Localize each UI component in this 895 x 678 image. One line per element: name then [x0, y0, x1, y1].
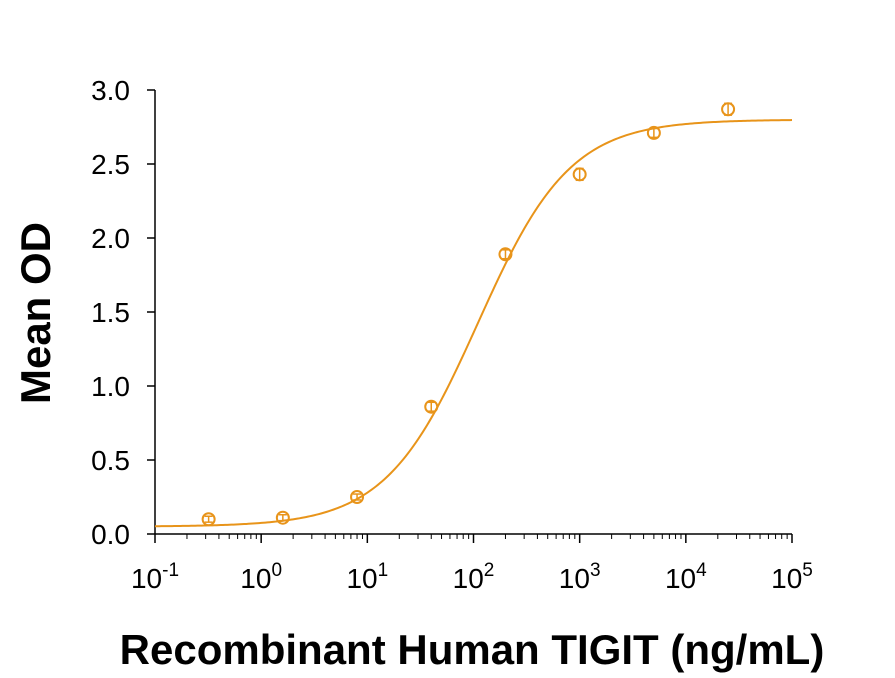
fit-curve — [154, 119, 793, 528]
axes — [154, 90, 792, 535]
y-tick-label: 0.0 — [91, 519, 130, 550]
y-axis-title: Mean OD — [12, 222, 59, 404]
data-point — [572, 167, 587, 182]
x-tick-label: 102 — [453, 560, 495, 594]
y-tick-label: 2.5 — [91, 149, 130, 180]
x-tick-label: 101 — [346, 560, 388, 594]
data-marker — [572, 167, 587, 182]
data-points — [201, 102, 736, 527]
y-tick-label: 2.0 — [91, 223, 130, 254]
x-tick-label: 105 — [771, 560, 813, 594]
data-marker — [498, 247, 513, 262]
y-tick-label: 3.0 — [91, 75, 130, 106]
data-marker — [721, 102, 736, 117]
x-tick-label: 100 — [240, 560, 282, 594]
ticks — [147, 89, 793, 543]
x-tick-label: 103 — [559, 560, 601, 594]
data-point — [350, 490, 365, 504]
data-point — [275, 510, 290, 525]
data-marker — [275, 510, 290, 525]
data-point — [498, 247, 513, 262]
data-marker — [350, 490, 365, 504]
data-point — [646, 125, 661, 140]
y-tick-label: 1.5 — [91, 297, 130, 328]
x-axis-title: Recombinant Human TIGIT (ng/mL) — [120, 626, 825, 673]
y-tick-label: 0.5 — [91, 445, 130, 476]
data-point — [201, 512, 216, 527]
data-marker — [646, 125, 661, 140]
x-tick-label: 10-1 — [131, 560, 179, 594]
data-marker — [201, 512, 216, 527]
y-tick-label: 1.0 — [91, 371, 130, 402]
tick-labels: 0.0 0.5 1.0 1.5 2.0 2.5 3.0 10-1 100 101 102 103 104… — [91, 75, 813, 594]
data-point — [424, 399, 439, 414]
x-tick-label: 104 — [665, 560, 707, 594]
data-point — [721, 102, 736, 117]
data-marker — [424, 399, 439, 414]
